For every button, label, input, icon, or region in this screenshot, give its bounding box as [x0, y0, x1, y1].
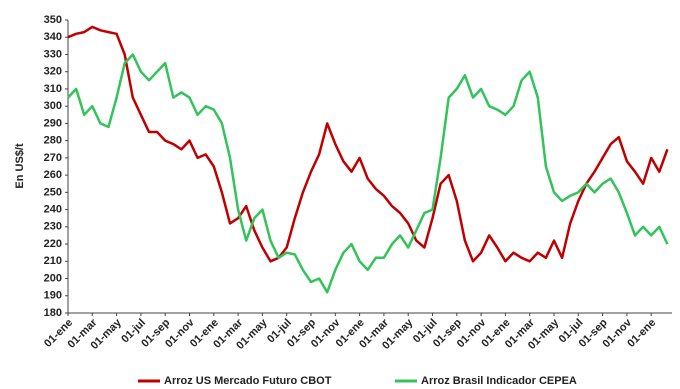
y-tick-label: 280: [44, 135, 62, 147]
y-tick-label: 320: [44, 66, 62, 78]
y-tick-label: 270: [44, 152, 62, 164]
y-tick-label: 230: [44, 221, 62, 233]
series-line: [67, 53, 669, 294]
legend-label: Arroz US Mercado Futuro CBOT: [164, 375, 332, 387]
y-tick-label: 260: [44, 169, 62, 181]
y-tick-label: 180: [44, 307, 62, 319]
y-tick-label: 190: [44, 290, 62, 302]
y-axis-label: En US$/t: [14, 143, 26, 189]
series-line: [67, 25, 669, 263]
y-tick-label: 310: [44, 83, 62, 95]
y-tick-label: 250: [44, 186, 62, 198]
y-tick-label: 340: [44, 31, 62, 43]
legend-label: Arroz Brasil Indicador CEPEA: [421, 375, 577, 387]
y-tick-label: 220: [44, 238, 62, 250]
y-tick-label: 330: [44, 48, 62, 60]
y-tick-label: 210: [44, 255, 62, 267]
y-tick-label: 350: [44, 14, 62, 26]
y-tick-label: 240: [44, 203, 62, 215]
y-tick-label: 200: [44, 272, 62, 284]
y-tick-label: 300: [44, 100, 62, 112]
y-tick-label: 290: [44, 117, 62, 129]
